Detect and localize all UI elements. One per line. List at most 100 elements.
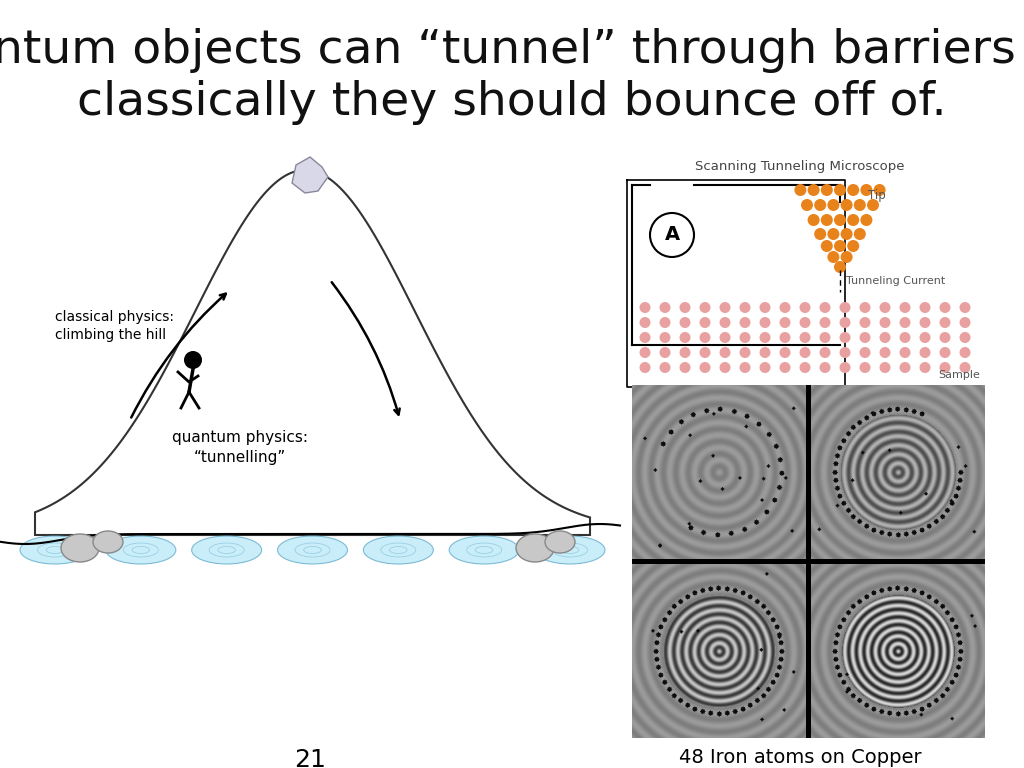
Circle shape <box>808 184 819 196</box>
Circle shape <box>739 347 751 358</box>
Circle shape <box>834 240 846 252</box>
Circle shape <box>821 240 833 252</box>
Circle shape <box>680 317 690 328</box>
Circle shape <box>899 317 910 328</box>
Circle shape <box>720 317 730 328</box>
Circle shape <box>699 302 711 313</box>
Ellipse shape <box>545 531 575 553</box>
Text: Quantum objects can “tunnel” through barriers that: Quantum objects can “tunnel” through bar… <box>0 28 1024 73</box>
Circle shape <box>959 362 971 373</box>
Circle shape <box>659 302 671 313</box>
Circle shape <box>860 214 872 226</box>
Circle shape <box>854 228 866 240</box>
Text: Tunneling Current: Tunneling Current <box>846 276 945 286</box>
Text: 21: 21 <box>294 748 326 768</box>
Circle shape <box>739 317 751 328</box>
Circle shape <box>920 302 931 313</box>
Circle shape <box>899 347 910 358</box>
Circle shape <box>880 302 891 313</box>
Circle shape <box>834 261 846 273</box>
Ellipse shape <box>278 536 347 564</box>
Text: A: A <box>665 226 680 244</box>
Circle shape <box>760 347 770 358</box>
Circle shape <box>779 302 791 313</box>
Circle shape <box>659 362 671 373</box>
Circle shape <box>939 302 950 313</box>
Circle shape <box>680 332 690 343</box>
Circle shape <box>827 251 840 263</box>
Circle shape <box>801 199 813 211</box>
Circle shape <box>814 199 826 211</box>
Circle shape <box>920 347 931 358</box>
Circle shape <box>779 317 791 328</box>
Circle shape <box>834 184 846 196</box>
Ellipse shape <box>105 536 176 564</box>
Circle shape <box>867 199 879 211</box>
Circle shape <box>939 332 950 343</box>
Circle shape <box>840 332 851 343</box>
Circle shape <box>699 317 711 328</box>
Circle shape <box>659 347 671 358</box>
Circle shape <box>739 362 751 373</box>
Circle shape <box>640 302 650 313</box>
Circle shape <box>800 347 811 358</box>
Ellipse shape <box>20 536 90 564</box>
Circle shape <box>841 251 853 263</box>
Circle shape <box>659 317 671 328</box>
Circle shape <box>720 332 730 343</box>
Circle shape <box>880 362 891 373</box>
Circle shape <box>959 347 971 358</box>
Text: classical physics:
climbing the hill: classical physics: climbing the hill <box>55 310 174 343</box>
Circle shape <box>880 347 891 358</box>
Circle shape <box>795 184 807 196</box>
Circle shape <box>880 317 891 328</box>
Circle shape <box>699 362 711 373</box>
Circle shape <box>847 184 859 196</box>
Circle shape <box>814 228 826 240</box>
Circle shape <box>840 347 851 358</box>
Circle shape <box>859 347 870 358</box>
Circle shape <box>821 214 833 226</box>
Circle shape <box>800 332 811 343</box>
Circle shape <box>840 302 851 313</box>
Circle shape <box>650 213 694 257</box>
Circle shape <box>720 347 730 358</box>
Circle shape <box>659 332 671 343</box>
Circle shape <box>760 362 770 373</box>
Bar <box>632 385 985 738</box>
Ellipse shape <box>191 536 262 564</box>
Circle shape <box>720 302 730 313</box>
Circle shape <box>640 347 650 358</box>
Circle shape <box>640 317 650 328</box>
Circle shape <box>699 332 711 343</box>
Circle shape <box>959 332 971 343</box>
Circle shape <box>859 317 870 328</box>
Circle shape <box>819 302 830 313</box>
Circle shape <box>739 302 751 313</box>
Circle shape <box>899 332 910 343</box>
Circle shape <box>920 332 931 343</box>
Circle shape <box>739 332 751 343</box>
Circle shape <box>899 302 910 313</box>
Circle shape <box>840 317 851 328</box>
Circle shape <box>819 332 830 343</box>
Circle shape <box>939 317 950 328</box>
Circle shape <box>821 184 833 196</box>
Circle shape <box>939 362 950 373</box>
Circle shape <box>959 317 971 328</box>
Circle shape <box>859 332 870 343</box>
Circle shape <box>834 214 846 226</box>
Circle shape <box>880 332 891 343</box>
Circle shape <box>939 347 950 358</box>
Circle shape <box>699 347 711 358</box>
Circle shape <box>819 362 830 373</box>
Circle shape <box>819 317 830 328</box>
Circle shape <box>840 362 851 373</box>
Circle shape <box>760 332 770 343</box>
Ellipse shape <box>364 536 433 564</box>
Circle shape <box>808 214 819 226</box>
Circle shape <box>827 228 840 240</box>
Circle shape <box>847 240 859 252</box>
Circle shape <box>184 351 202 369</box>
Circle shape <box>860 184 872 196</box>
